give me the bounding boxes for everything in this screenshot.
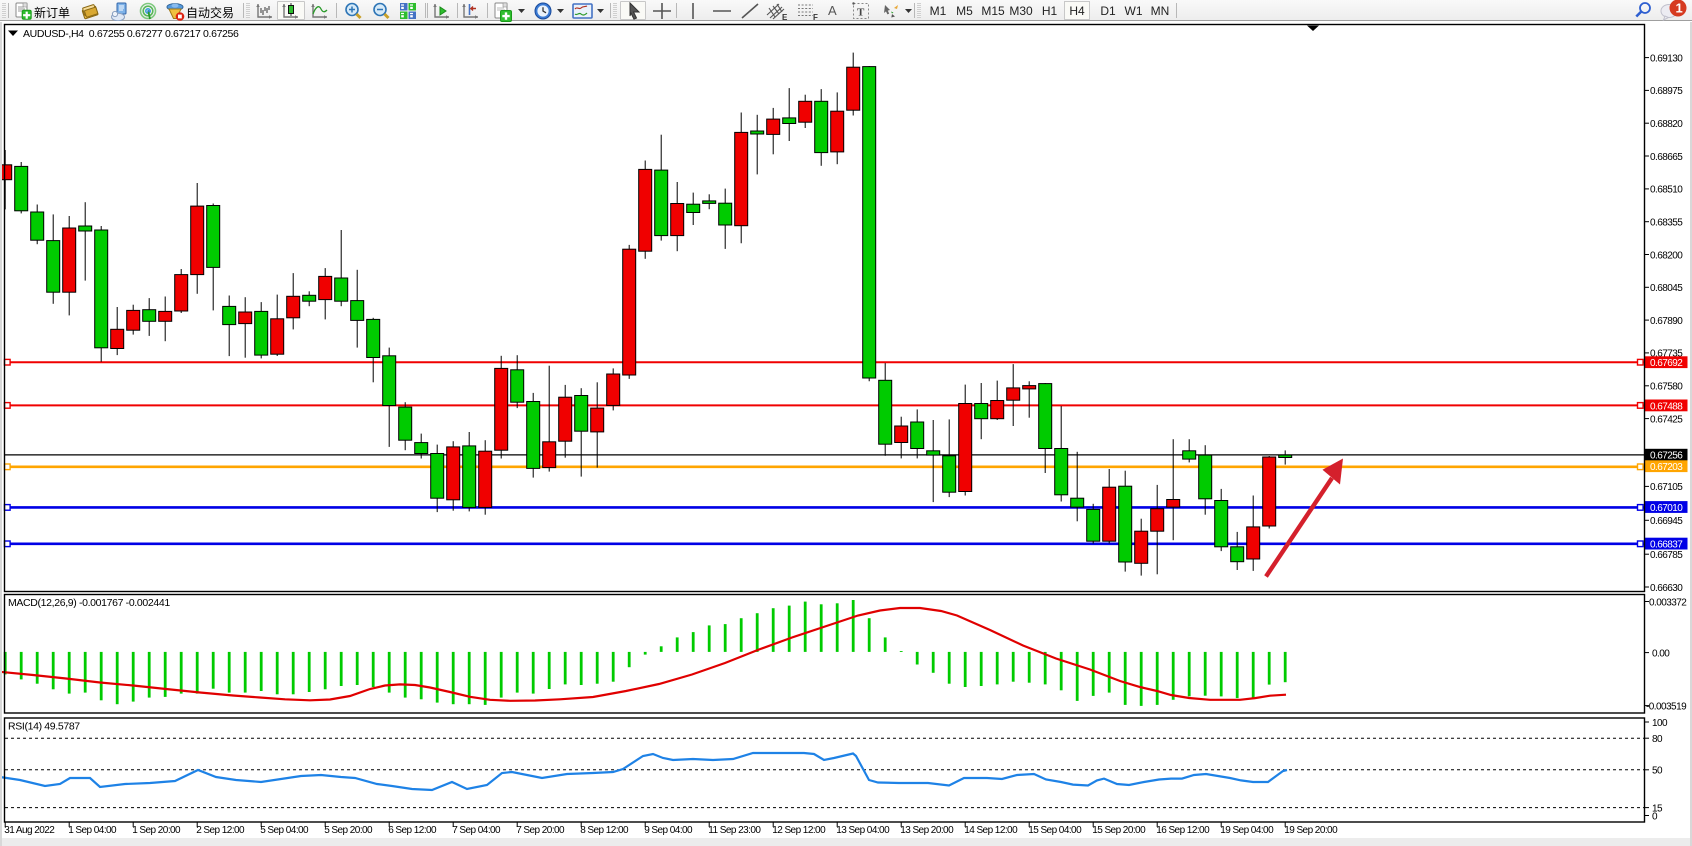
svg-text:0.003372: 0.003372 [1649, 597, 1687, 608]
svg-text:0.66630: 0.66630 [1650, 583, 1683, 594]
svg-text:5 Sep 04:00: 5 Sep 04:00 [260, 825, 309, 836]
svg-text:1 Sep 04:00: 1 Sep 04:00 [68, 825, 117, 836]
svg-text:50: 50 [1652, 766, 1663, 777]
svg-text:16 Sep 12:00: 16 Sep 12:00 [1156, 825, 1210, 836]
svg-text:RSI(14) 49.5787: RSI(14) 49.5787 [8, 721, 80, 733]
svg-text:15: 15 [1652, 803, 1663, 814]
svg-text:0.68975: 0.68975 [1650, 86, 1683, 97]
svg-text:11 Sep 23:00: 11 Sep 23:00 [708, 825, 761, 836]
svg-text:0.69130: 0.69130 [1650, 53, 1683, 64]
svg-text:0.66945: 0.66945 [1650, 516, 1683, 527]
svg-text:80: 80 [1652, 734, 1663, 745]
svg-text:E: E [782, 13, 788, 21]
svg-text:15 Sep 20:00: 15 Sep 20:00 [1092, 825, 1146, 836]
svg-text:-0.003519: -0.003519 [1646, 701, 1687, 712]
svg-text:0.66837: 0.66837 [1650, 540, 1683, 551]
svg-text:0.67203: 0.67203 [1650, 462, 1683, 473]
svg-text:9 Sep 04:00: 9 Sep 04:00 [644, 825, 693, 836]
svg-text:0.67735: 0.67735 [1650, 349, 1683, 360]
svg-text:0.68820: 0.68820 [1650, 119, 1683, 130]
svg-text:13 Sep 20:00: 13 Sep 20:00 [900, 825, 954, 836]
svg-text:100: 100 [1652, 718, 1668, 729]
svg-text:19 Sep 20:00: 19 Sep 20:00 [1284, 825, 1338, 836]
svg-text:1 Sep 20:00: 1 Sep 20:00 [132, 825, 181, 836]
svg-text:0.66785: 0.66785 [1650, 550, 1683, 561]
svg-text:0.67692: 0.67692 [1650, 358, 1683, 369]
svg-text:0.68665: 0.68665 [1650, 152, 1683, 163]
svg-text:0: 0 [1652, 811, 1658, 822]
svg-text:0.68200: 0.68200 [1650, 250, 1683, 261]
svg-text:0.67105: 0.67105 [1650, 482, 1683, 493]
svg-text:7 Sep 20:00: 7 Sep 20:00 [516, 825, 565, 836]
svg-text:15 Sep 04:00: 15 Sep 04:00 [1028, 825, 1082, 836]
svg-text:8 Sep 12:00: 8 Sep 12:00 [580, 825, 629, 836]
svg-text:6 Sep 12:00: 6 Sep 12:00 [388, 825, 437, 836]
svg-text:13 Sep 04:00: 13 Sep 04:00 [836, 825, 890, 836]
svg-text:31 Aug 2022: 31 Aug 2022 [4, 825, 55, 836]
svg-text:19 Sep 04:00: 19 Sep 04:00 [1220, 825, 1274, 836]
svg-text:0.00: 0.00 [1652, 648, 1670, 659]
svg-text:7 Sep 04:00: 7 Sep 04:00 [452, 825, 501, 836]
svg-text:T: T [857, 7, 865, 19]
svg-text:0.67580: 0.67580 [1650, 382, 1683, 393]
svg-text:0.67488: 0.67488 [1650, 401, 1683, 412]
svg-text:12 Sep 12:00: 12 Sep 12:00 [772, 825, 826, 836]
svg-text:AUDUSD-,H4 0.67255 0.67277 0.: AUDUSD-,H4 0.67255 0.67277 0.67217 0.672… [23, 28, 239, 40]
svg-text:0.67890: 0.67890 [1650, 316, 1683, 327]
svg-text:F: F [813, 13, 818, 21]
svg-text:0.67010: 0.67010 [1650, 503, 1683, 514]
svg-text:14 Sep 12:00: 14 Sep 12:00 [964, 825, 1018, 836]
svg-text:5 Sep 20:00: 5 Sep 20:00 [324, 825, 373, 836]
svg-text:0.67256: 0.67256 [1650, 451, 1683, 462]
svg-text:0.68355: 0.68355 [1650, 218, 1683, 229]
svg-text:0.68510: 0.68510 [1650, 185, 1683, 196]
svg-text:0.67425: 0.67425 [1650, 414, 1683, 425]
svg-text:1: 1 [1676, 1, 1683, 16]
svg-text:0.68045: 0.68045 [1650, 283, 1683, 294]
svg-text:MACD(12,26,9) -0.001767 -0.002: MACD(12,26,9) -0.001767 -0.002441 [8, 597, 170, 609]
svg-text:2 Sep 12:00: 2 Sep 12:00 [196, 825, 245, 836]
